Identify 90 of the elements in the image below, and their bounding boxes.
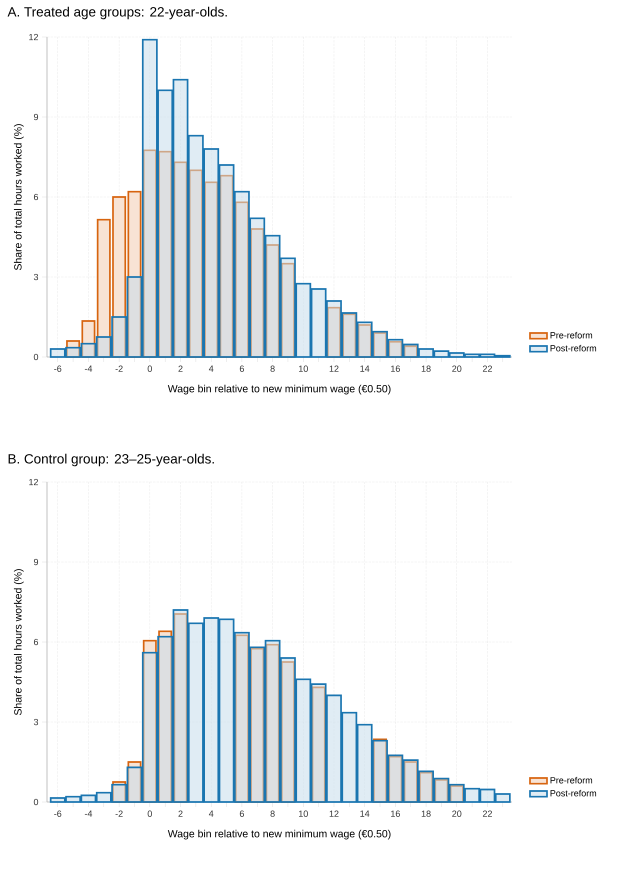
bar xyxy=(356,724,373,803)
x-tick-label: 16 xyxy=(391,810,400,817)
bar xyxy=(203,617,220,803)
x-tick-label: -4 xyxy=(84,810,92,817)
x-axis-title: Wage bin relative to new minimum wage (€0.50) xyxy=(168,830,391,840)
x-tick-label: 20 xyxy=(452,810,462,817)
x-tick-label: 0 xyxy=(148,810,152,817)
bar xyxy=(310,288,327,358)
x-tick-label: 18 xyxy=(422,810,431,817)
x-tick-label: 2 xyxy=(178,810,183,817)
chart-title: A. Treated age groups: 22-year-olds. xyxy=(8,6,227,20)
x-tick-label: 22 xyxy=(482,366,492,372)
bar xyxy=(96,792,112,803)
bar xyxy=(326,300,342,358)
y-tick-label: 3 xyxy=(34,274,38,280)
legend-label: Pre-reform xyxy=(550,332,592,338)
bar xyxy=(448,352,465,358)
bar xyxy=(50,348,66,358)
y-tick-label: 12 xyxy=(29,34,38,40)
x-tick-label: -2 xyxy=(116,810,123,817)
y-tick-label: 0 xyxy=(34,354,38,360)
bar xyxy=(126,766,142,803)
legend-label: Pre-reform xyxy=(550,776,592,784)
bar xyxy=(494,793,511,803)
bar xyxy=(80,342,96,358)
bar xyxy=(157,89,174,358)
x-tick-label: 8 xyxy=(270,810,275,817)
x-tick-label: 10 xyxy=(298,366,308,372)
x-tick-label: 6 xyxy=(240,366,244,372)
bar xyxy=(111,784,128,803)
y-tick-label: 9 xyxy=(34,558,38,566)
bar xyxy=(188,622,204,803)
x-axis-title: Wage bin relative to new minimum wage (€0.50) xyxy=(168,384,391,394)
bar xyxy=(65,796,81,803)
x-tick-label: 8 xyxy=(270,366,275,372)
x-tick-label: 0 xyxy=(148,366,152,372)
bar xyxy=(480,353,496,358)
x-tick-label: 10 xyxy=(298,810,308,817)
y-axis-title: Share of total hours worked (%) xyxy=(14,124,24,270)
bar xyxy=(418,348,434,358)
x-tick-label: 16 xyxy=(391,366,400,372)
bar xyxy=(96,336,112,358)
bar xyxy=(249,217,266,358)
x-tick-label: -2 xyxy=(116,366,123,372)
y-tick-label: 6 xyxy=(34,194,38,200)
x-tick-label: -6 xyxy=(54,366,62,372)
x-tick-label: 20 xyxy=(452,366,462,372)
bar xyxy=(50,797,66,803)
bar xyxy=(142,38,158,358)
x-tick-label: 18 xyxy=(422,366,431,372)
y-tick-label: 0 xyxy=(34,798,38,806)
bar xyxy=(464,788,480,803)
y-tick-label: 3 xyxy=(34,718,38,726)
bar xyxy=(172,78,188,358)
x-tick-label: 2 xyxy=(178,366,183,372)
bar xyxy=(264,234,281,358)
bar xyxy=(188,134,204,358)
x-tick-label: 12 xyxy=(330,810,339,817)
bar xyxy=(234,190,250,358)
x-tick-label: 4 xyxy=(208,366,214,372)
bar xyxy=(65,346,81,358)
y-tick-label: 9 xyxy=(34,114,38,120)
x-tick-label: 14 xyxy=(360,366,370,372)
bar xyxy=(203,148,220,358)
x-tick-label: 6 xyxy=(240,810,244,817)
x-tick-label: 22 xyxy=(482,810,492,817)
x-tick-label: -4 xyxy=(84,366,92,372)
x-tick-label: -6 xyxy=(54,810,62,817)
bar xyxy=(295,282,312,358)
x-tick-label: 12 xyxy=(330,366,339,372)
chart-title: B. Control group: 23–25-year-olds. xyxy=(8,454,214,466)
bar xyxy=(80,794,96,803)
x-tick-label: 4 xyxy=(208,810,214,817)
x-tick-label: 14 xyxy=(360,810,370,817)
bar xyxy=(341,712,358,803)
bar xyxy=(126,276,142,358)
legend-label: Post-reform xyxy=(550,790,596,796)
y-tick-label: 6 xyxy=(34,638,38,646)
bar xyxy=(326,694,342,803)
bar xyxy=(111,316,128,358)
bar xyxy=(356,321,373,358)
bar xyxy=(434,350,450,358)
bar xyxy=(218,618,234,803)
bar xyxy=(464,353,480,358)
legend-label: Post-reform xyxy=(550,344,596,352)
bar xyxy=(480,788,496,803)
y-axis-title: Share of total hours worked (%) xyxy=(14,569,24,716)
bar xyxy=(295,678,312,803)
bar xyxy=(142,652,158,803)
y-tick-label: 12 xyxy=(29,478,38,486)
